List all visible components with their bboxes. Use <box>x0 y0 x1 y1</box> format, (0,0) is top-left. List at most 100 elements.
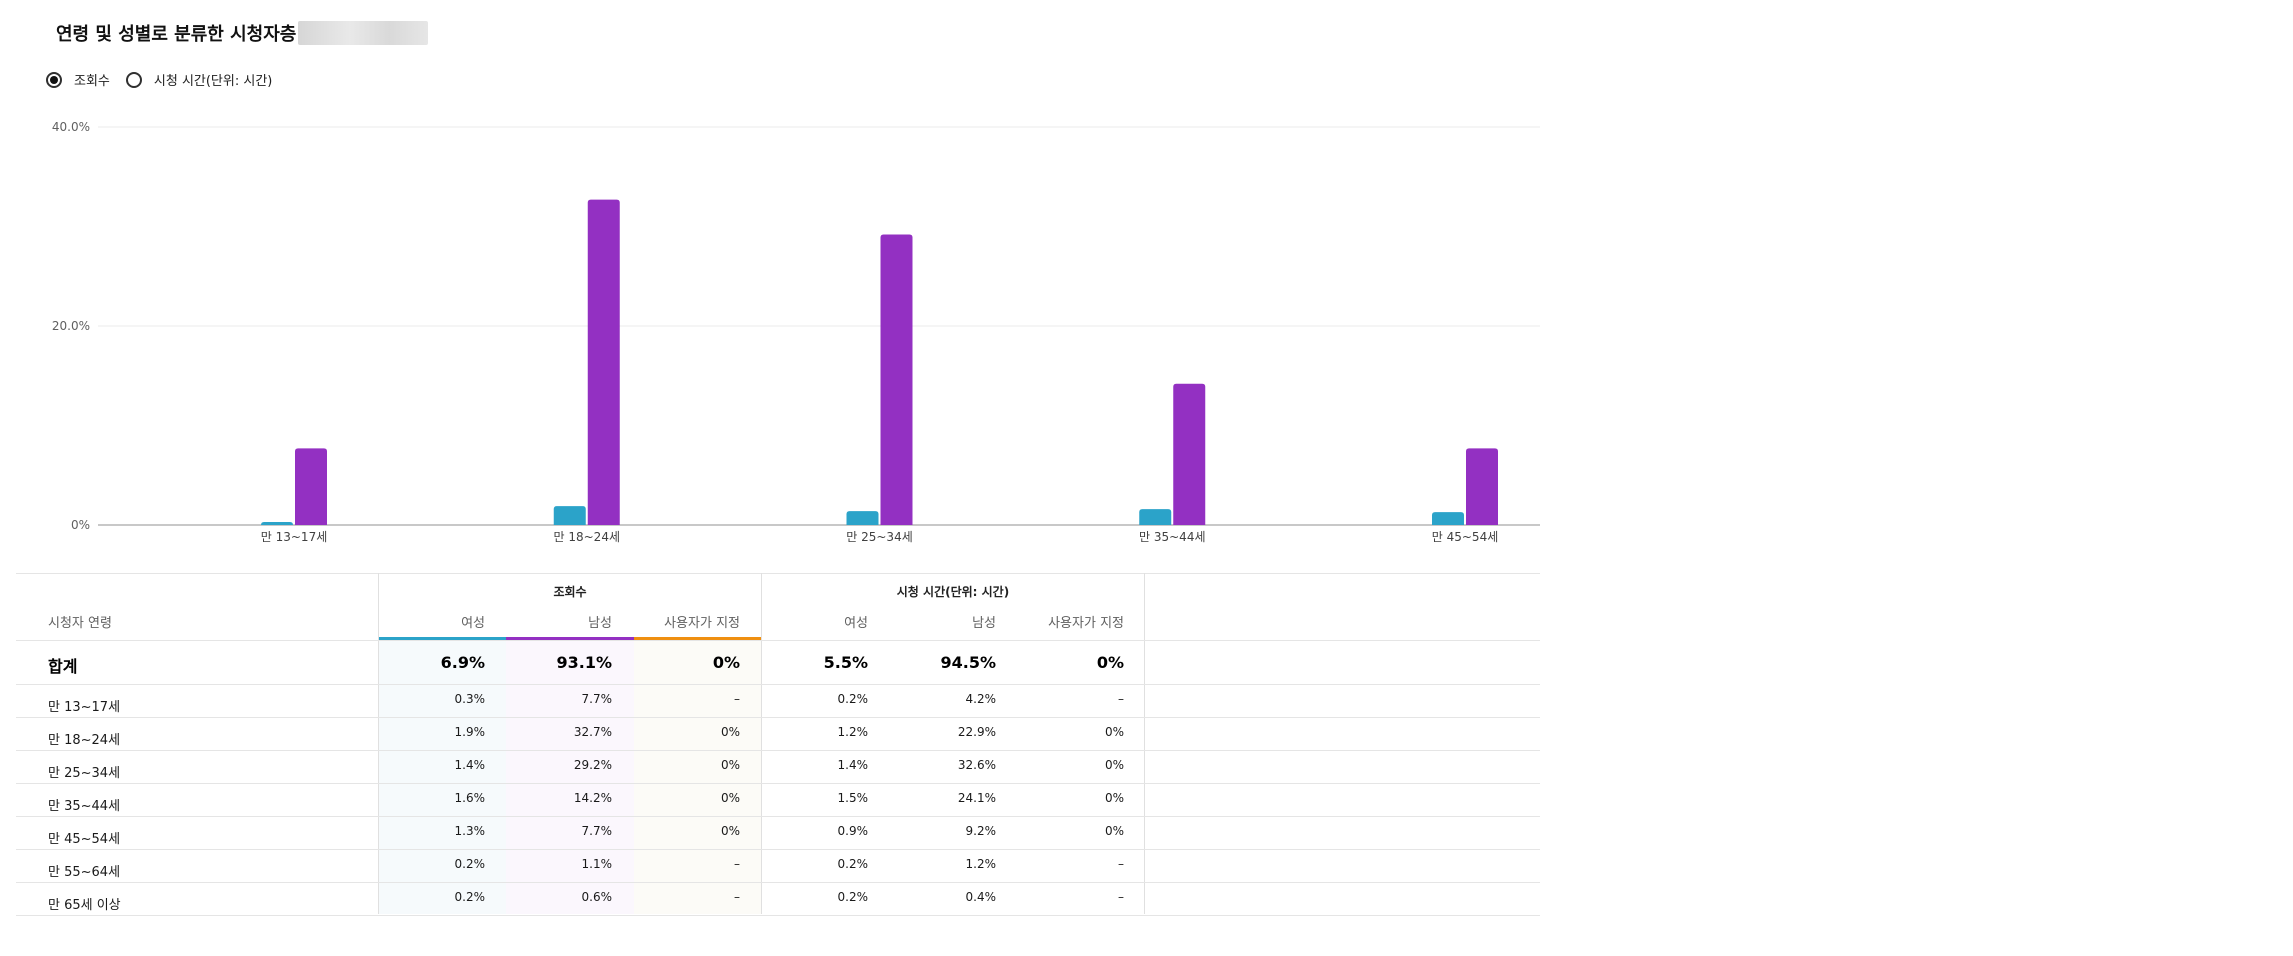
chart-x-tick-label: 만 45~54세 <box>1432 530 1499 544</box>
chart-x-tick-label: 만 35~44세 <box>1139 530 1206 544</box>
total-label: 합계 <box>48 657 78 676</box>
row-value: 1.2% <box>837 725 869 739</box>
table-row-total: 합계 6.9% 93.1% 0% 5.5% 94.5% 0% <box>16 640 1540 685</box>
radio-watch-time[interactable]: 시청 시간(단위: 시간) <box>125 70 273 89</box>
header-custom-watch: 사용자가 지정 <box>1048 616 1124 631</box>
chart-bar-female <box>1139 509 1172 525</box>
row-age-label: 만 13~17세 <box>48 700 121 715</box>
column-divider <box>1144 573 1145 914</box>
table-row: 만 65세 이상 0.2% 0.6% – 0.2% 0.4% – <box>16 883 1540 916</box>
chart-bar-female <box>261 522 293 526</box>
total-value: 6.9% <box>440 653 485 672</box>
row-value: 1.6% <box>454 791 486 805</box>
female-column-tint <box>379 637 506 914</box>
row-age-label: 만 25~34세 <box>48 766 121 781</box>
row-value: 0% <box>720 725 740 739</box>
metric-radio-group: 조회수 시청 시간(단위: 시간) <box>46 70 288 89</box>
male-column-tint <box>506 637 634 914</box>
row-value: 32.6% <box>957 758 996 772</box>
radio-watch-time-label: 시청 시간(단위: 시간) <box>153 74 273 89</box>
row-value: 1.4% <box>837 758 869 772</box>
header-male-views: 남성 <box>588 616 612 631</box>
row-age-label: 만 55~64세 <box>48 865 121 880</box>
row-value: 0.9% <box>837 824 869 838</box>
total-value: 94.5% <box>940 653 996 672</box>
row-value: 0% <box>1104 824 1124 838</box>
female-color-bar <box>379 637 506 640</box>
row-value: 4.2% <box>965 692 997 706</box>
header-custom-views: 사용자가 지정 <box>664 616 740 631</box>
row-value: 0.2% <box>454 857 486 871</box>
row-value: 22.9% <box>957 725 996 739</box>
age-column-header: 시청자 연령 <box>48 616 112 631</box>
row-value: 0% <box>720 824 740 838</box>
header-male-watch: 남성 <box>972 616 996 631</box>
header-divider <box>16 640 1540 641</box>
group-header-views: 조회수 <box>553 585 587 599</box>
row-value: 9.2% <box>965 824 997 838</box>
row-value: 1.3% <box>454 824 486 838</box>
row-value: 0% <box>1104 725 1124 739</box>
chart-y-tick-label: 0% <box>71 518 90 532</box>
total-value: 0% <box>712 653 740 672</box>
table-top-divider <box>16 573 1540 574</box>
table-row: 만 35~44세 1.6% 14.2% 0% 1.5% 24.1% 0% <box>16 784 1540 817</box>
header-female-watch: 여성 <box>844 616 868 631</box>
chart-x-tick-label: 만 18~24세 <box>554 530 621 544</box>
row-age-label: 만 45~54세 <box>48 832 121 847</box>
table-row: 만 45~54세 1.3% 7.7% 0% 0.9% 9.2% 0% <box>16 817 1540 850</box>
row-value: 1.4% <box>454 758 486 772</box>
group-header-watch-time: 시청 시간(단위: 시간) <box>896 585 1010 599</box>
total-value: 5.5% <box>823 653 868 672</box>
row-value: – <box>1118 857 1124 871</box>
row-value: 29.2% <box>573 758 612 772</box>
custom-color-bar <box>634 637 761 640</box>
row-value: 0.3% <box>454 692 486 706</box>
radio-unselected-icon <box>125 71 142 88</box>
chart-bar-male <box>1466 448 1498 525</box>
chart-bar-male <box>587 199 620 525</box>
row-value: – <box>734 890 740 904</box>
table-row: 만 25~34세 1.4% 29.2% 0% 1.4% 32.6% 0% <box>16 751 1540 784</box>
column-divider <box>761 573 762 914</box>
row-value: – <box>734 692 740 706</box>
row-value: 24.1% <box>957 791 996 805</box>
chart-y-tick-label: 20.0% <box>52 319 90 333</box>
total-value: 0% <box>1096 653 1124 672</box>
redacted-channel-name <box>298 21 429 45</box>
row-value: 0.6% <box>581 890 613 904</box>
row-value: 1.9% <box>454 725 486 739</box>
custom-column-tint <box>634 637 761 914</box>
chart-bar-male <box>880 234 913 525</box>
column-divider <box>378 573 379 914</box>
row-value: 7.7% <box>581 824 613 838</box>
chart-bar-female <box>553 506 586 525</box>
row-age-label: 만 35~44세 <box>48 799 121 814</box>
total-value: 93.1% <box>556 653 612 672</box>
chart-x-tick-label: 만 25~34세 <box>846 530 913 544</box>
row-value: 0% <box>720 758 740 772</box>
row-value: 0.2% <box>837 857 869 871</box>
row-value: 0% <box>720 791 740 805</box>
radio-views[interactable]: 조회수 <box>46 70 110 89</box>
age-gender-bar-chart: 0% 20.0% 40.0% 만 13~17세 만 18~24세 만 25~34세 만 35… <box>52 120 1540 544</box>
table-row: 만 55~64세 0.2% 1.1% – 0.2% 1.2% – <box>16 850 1540 883</box>
row-value: 7.7% <box>581 692 613 706</box>
table-row: 만 13~17세 0.3% 7.7% – 0.2% 4.2% – <box>16 685 1540 718</box>
row-value: 0.2% <box>454 890 486 904</box>
row-age-label: 만 18~24세 <box>48 733 121 748</box>
row-value: 32.7% <box>573 725 612 739</box>
chart-bar-male <box>295 448 327 525</box>
row-age-label: 만 65세 이상 <box>48 898 121 913</box>
chart-x-tick-label: 만 13~17세 <box>261 530 328 544</box>
row-value: 0% <box>1104 791 1124 805</box>
row-value: 0% <box>1104 758 1124 772</box>
chart-y-tick-label: 40.0% <box>52 120 90 134</box>
row-value: 0.2% <box>837 692 869 706</box>
header-female-views: 여성 <box>461 616 485 631</box>
page-title: 연령 및 성별로 분류한 시청자층 <box>56 20 429 46</box>
row-value: 1.2% <box>965 857 997 871</box>
radio-selected-icon <box>46 71 62 88</box>
row-value: 14.2% <box>573 791 612 805</box>
chart-bar-female <box>1432 512 1464 525</box>
